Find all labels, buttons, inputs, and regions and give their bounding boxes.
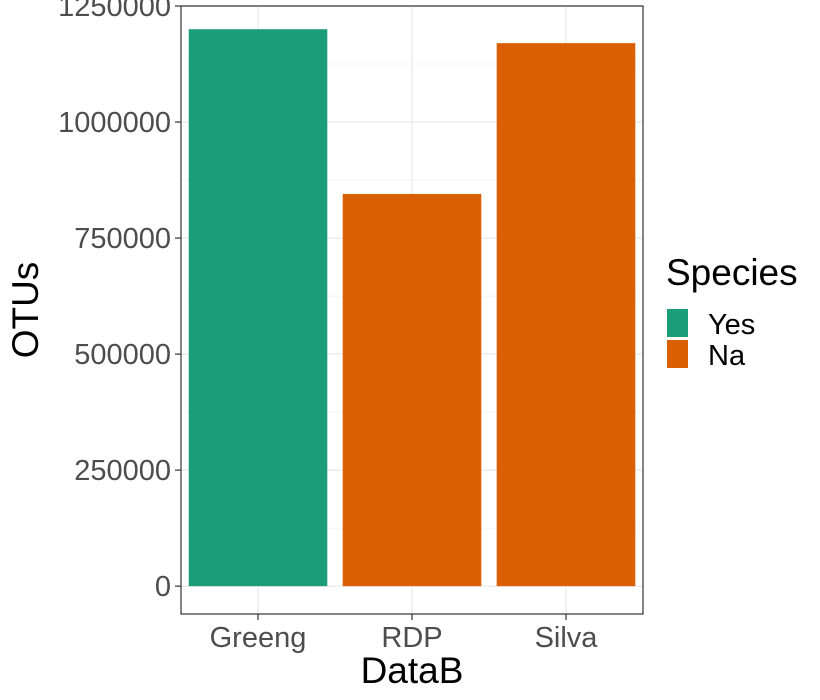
y-axis: 0 250000 500000 750000 1000000 1250000 (58, 0, 181, 603)
x-tick-label: Silva (535, 622, 599, 654)
legend-title: Species (666, 252, 798, 293)
x-axis: Greeng RDP Silva (210, 614, 599, 654)
x-tick-label: RDP (381, 622, 442, 654)
y-tick-label: 1000000 (58, 107, 171, 139)
legend-key-yes (667, 309, 688, 337)
y-tick-label: 500000 (74, 339, 171, 371)
legend-label: Yes (708, 309, 755, 341)
y-tick-label: 0 (155, 571, 171, 603)
legend-key-na (667, 340, 688, 368)
x-tick-label: Greeng (210, 622, 307, 654)
bar-silva (496, 43, 636, 587)
bar-rdp (342, 193, 482, 587)
bar-greeng (188, 29, 328, 587)
bars (188, 29, 636, 587)
y-tick-label: 1250000 (58, 0, 171, 23)
y-axis-title: OTUs (5, 262, 46, 359)
legend-label: Na (708, 340, 746, 372)
y-tick-label: 750000 (74, 223, 171, 255)
y-tick-label: 250000 (74, 455, 171, 487)
x-axis-title: DataB (361, 650, 464, 691)
